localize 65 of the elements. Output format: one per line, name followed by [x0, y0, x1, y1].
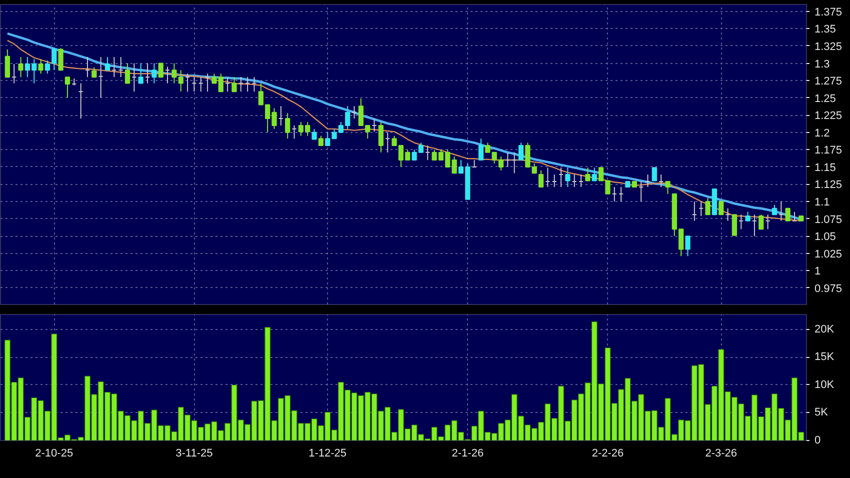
y-tick-label: 15K [814, 351, 835, 364]
x-tick-label: 2-10-25 [35, 448, 74, 460]
y-tick-label: 1.375 [814, 6, 842, 18]
y-tick-label: 1.175 [814, 144, 842, 157]
candlestick [785, 208, 790, 222]
candlestick [318, 135, 324, 146]
candlestick [378, 122, 384, 153]
y-tick-label: 5K [814, 406, 829, 419]
y-tick-label: 1.025 [814, 248, 842, 260]
candlestick [585, 167, 590, 182]
candlestick [665, 180, 670, 194]
candlestick [718, 201, 724, 216]
y-tick-label: 10K [814, 378, 835, 391]
y-tick-label: 1.275 [814, 76, 842, 88]
y-tick-label: 1.125 [814, 179, 842, 192]
candlestick [124, 62, 130, 84]
candlestick [685, 236, 690, 257]
y-tick-label: 20K [814, 323, 835, 336]
y-tick-label: 1.35 [814, 24, 836, 36]
candlestick [358, 98, 364, 126]
candlestick [705, 198, 710, 216]
candlestick [772, 204, 778, 216]
candlestick [538, 170, 544, 188]
candlestick [138, 62, 144, 84]
candlestick [38, 58, 44, 74]
y-tick-label: 1.05 [814, 231, 836, 244]
candlestick [158, 62, 164, 78]
candlestick [365, 124, 370, 140]
y-tick-label: 1 [814, 266, 821, 278]
candlestick [64, 76, 70, 98]
candlestick [92, 66, 97, 78]
candlestick [518, 142, 524, 161]
x-tick-label: 3-11-25 [176, 448, 213, 460]
candlestick [758, 214, 764, 230]
x-tick-label: 2-1-26 [452, 448, 484, 460]
candlestick [58, 48, 64, 71]
candlestick [4, 48, 10, 78]
candlestick [18, 56, 24, 78]
y-tick-label: 1.25 [814, 92, 836, 105]
y-tick-label: 0 [814, 434, 821, 446]
candlestick [452, 156, 457, 174]
candlestick [232, 76, 237, 92]
candlestick [44, 60, 50, 74]
y-tick-label: 1.325 [814, 40, 842, 53]
candlestick [312, 128, 317, 140]
x-tick-label: 1-12-25 [308, 448, 347, 460]
x-tick-label: 2-3-26 [705, 448, 738, 460]
candlestick [104, 56, 110, 71]
y-tick-label: 1.3 [814, 58, 830, 70]
candlestick [485, 142, 490, 153]
candlestick [52, 46, 57, 71]
candlestick [652, 167, 657, 182]
y-tick-label: 1.15 [814, 162, 836, 174]
y-tick-label: 1.1 [814, 196, 830, 209]
candlestick [285, 112, 290, 140]
y-tick-label: 1.2 [814, 127, 830, 140]
y-tick-label: 1.075 [814, 214, 842, 226]
candlestick [152, 62, 157, 84]
candlestick [478, 138, 484, 161]
candlestick [732, 214, 738, 236]
y-tick-label: 0.975 [814, 282, 842, 295]
candlestick [565, 167, 570, 188]
candlestick [592, 167, 597, 182]
y-tick-label: 1.225 [814, 110, 842, 122]
x-tick-label: 2-2-26 [592, 448, 624, 460]
